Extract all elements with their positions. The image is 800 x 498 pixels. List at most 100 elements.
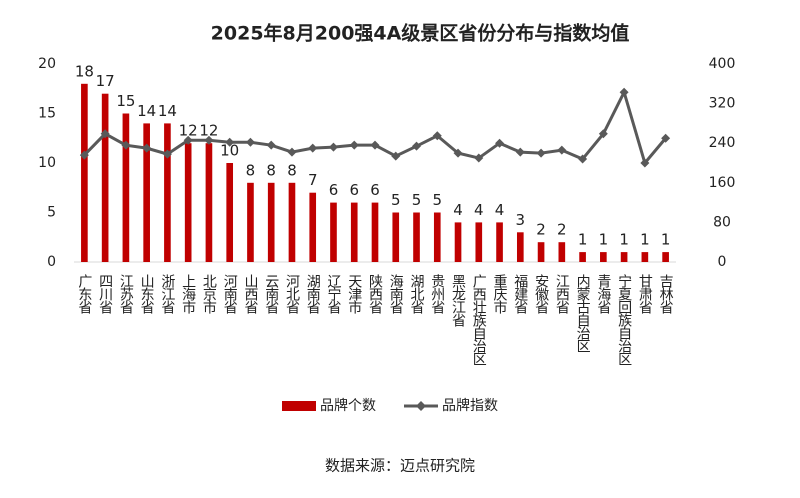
bar-value-label: 5 bbox=[391, 191, 401, 209]
bar bbox=[330, 202, 337, 262]
bar bbox=[101, 93, 109, 262]
bar-value-label: 8 bbox=[246, 161, 256, 179]
bar bbox=[496, 222, 503, 262]
x-tick-label: 内蒙古自治区 bbox=[575, 274, 591, 353]
x-tick-label: 福建省 bbox=[512, 274, 528, 314]
x-tick-label: 江苏省 bbox=[118, 274, 134, 314]
line-marker bbox=[453, 148, 463, 158]
bar-value-label: 3 bbox=[516, 211, 526, 229]
source-note: 数据来源：迈点研究院 bbox=[325, 457, 475, 475]
bar-value-label: 1 bbox=[640, 231, 650, 249]
x-tick-label: 江西省 bbox=[554, 274, 570, 314]
line-marker bbox=[412, 141, 422, 151]
bar bbox=[267, 182, 275, 262]
x-tick-label: 宁夏回族自治区 bbox=[616, 273, 632, 366]
bar bbox=[537, 242, 545, 262]
bar-value-label: 10 bbox=[220, 142, 239, 160]
x-tick-label: 吉林省 bbox=[658, 274, 674, 314]
x-tick-label: 黑龙江省 bbox=[450, 274, 466, 327]
bar-value-label: 12 bbox=[199, 122, 218, 140]
bar bbox=[81, 83, 88, 262]
line-marker bbox=[183, 135, 193, 145]
x-tick-label: 山东省 bbox=[139, 274, 155, 314]
line-marker bbox=[557, 145, 567, 155]
bar-value-label: 4 bbox=[495, 201, 505, 219]
bar bbox=[475, 222, 483, 262]
bar bbox=[454, 222, 462, 262]
bar-value-label: 7 bbox=[308, 171, 318, 189]
line-marker bbox=[287, 147, 297, 157]
bar-value-label: 4 bbox=[474, 201, 484, 219]
legend-label: 品牌个数 bbox=[320, 397, 376, 414]
bar bbox=[392, 212, 400, 262]
line-marker bbox=[661, 133, 671, 143]
line-marker bbox=[391, 151, 401, 161]
x-tick-label: 甘肃省 bbox=[637, 274, 653, 314]
bar-value-label: 4 bbox=[453, 201, 463, 219]
bar bbox=[641, 252, 649, 262]
bar bbox=[579, 252, 586, 262]
x-tick-label: 河南省 bbox=[222, 274, 238, 314]
bar-value-label: 1 bbox=[661, 231, 671, 249]
bar-value-label: 17 bbox=[96, 72, 115, 90]
bar-value-label: 1 bbox=[578, 231, 588, 249]
bar-value-label: 6 bbox=[349, 181, 359, 199]
x-tick-label: 陕西省 bbox=[367, 274, 383, 314]
x-tick-label: 北京市 bbox=[201, 274, 217, 314]
x-tick-label: 海南省 bbox=[388, 274, 404, 314]
x-tick-label: 四川省 bbox=[97, 274, 113, 314]
bar-value-label: 2 bbox=[557, 221, 567, 239]
bar-value-label: 14 bbox=[137, 102, 156, 120]
line-marker bbox=[162, 149, 172, 159]
x-tick-label: 湖北省 bbox=[409, 274, 425, 314]
y-tick-label: 0 bbox=[47, 254, 56, 270]
bar-value-label: 8 bbox=[287, 161, 297, 179]
y2-tick-label: 0 bbox=[718, 254, 727, 270]
bar bbox=[600, 252, 607, 262]
line-marker bbox=[142, 143, 152, 153]
bar-value-label: 5 bbox=[433, 191, 443, 209]
bar bbox=[662, 252, 669, 262]
x-tick-label: 山西省 bbox=[242, 274, 258, 314]
chart-title: 2025年8月200强4A级景区省份分布与指数均值 bbox=[211, 22, 630, 45]
line-marker bbox=[515, 147, 525, 157]
bar bbox=[164, 123, 171, 263]
bar bbox=[247, 182, 254, 262]
line-marker bbox=[349, 140, 359, 150]
line-marker bbox=[79, 150, 89, 160]
x-tick-label: 广东省 bbox=[76, 274, 92, 314]
line-marker bbox=[328, 142, 338, 152]
y2-tick-label: 80 bbox=[713, 214, 731, 230]
x-tick-label: 上海市 bbox=[180, 274, 196, 314]
bar-value-label: 18 bbox=[75, 62, 94, 80]
bar bbox=[433, 212, 441, 262]
bar-value-label: 1 bbox=[619, 231, 629, 249]
legend-label: 品牌指数 bbox=[442, 397, 498, 414]
x-tick-label: 贵州省 bbox=[429, 274, 445, 314]
line-marker bbox=[495, 138, 505, 148]
bar-value-label: 2 bbox=[536, 221, 546, 239]
y2-tick-label: 240 bbox=[709, 135, 736, 151]
x-tick-label: 浙江省 bbox=[159, 274, 175, 314]
line-marker bbox=[598, 129, 608, 139]
bar-value-label: 12 bbox=[179, 122, 198, 140]
bar bbox=[516, 232, 524, 262]
bar-value-label: 5 bbox=[412, 191, 422, 209]
x-tick-label: 广西壮族自治区 bbox=[471, 274, 487, 366]
x-tick-label: 辽宁省 bbox=[325, 274, 341, 314]
line-marker bbox=[100, 129, 110, 139]
legend-swatch bbox=[282, 401, 316, 411]
line-marker bbox=[370, 140, 380, 150]
line-marker bbox=[578, 154, 588, 164]
x-tick-label: 重庆市 bbox=[492, 274, 508, 314]
y-tick-label: 5 bbox=[47, 205, 56, 221]
bar bbox=[205, 143, 213, 262]
x-tick-label: 湖南省 bbox=[305, 274, 321, 314]
bar bbox=[620, 252, 628, 262]
bar-value-label: 6 bbox=[370, 181, 380, 199]
bar bbox=[413, 212, 420, 262]
x-tick-label: 河北省 bbox=[284, 274, 300, 314]
y2-tick-label: 160 bbox=[709, 175, 736, 191]
line-marker bbox=[474, 153, 484, 163]
